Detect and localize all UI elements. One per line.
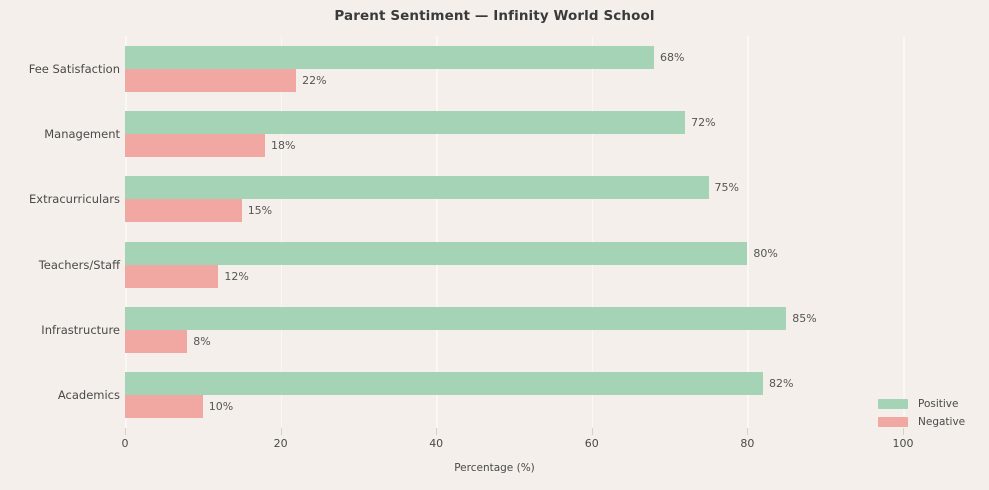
y-axis-label-2: Extracurriculars xyxy=(29,192,120,207)
y-axis-category-labels: Fee Satisfaction Management Extracurricula… xyxy=(0,36,125,428)
bar-value-label: 85% xyxy=(792,312,817,325)
y-axis-label-4: Infrastructure xyxy=(41,323,120,337)
bar-value-label: 22% xyxy=(302,73,327,87)
x-axis-ticks: 0 20 40 60 80 100 xyxy=(121,428,914,458)
bar-group: 72% 18% xyxy=(125,111,903,157)
bar-group: 68% 22% xyxy=(125,45,903,92)
bar-positive[interactable] xyxy=(125,241,748,265)
x-tickmark xyxy=(747,428,749,435)
bar-value-label: 18% xyxy=(271,139,296,152)
x-tick-label: 0 xyxy=(121,437,129,450)
gridline xyxy=(591,36,594,428)
bar-value-label: 75% xyxy=(714,181,739,195)
bar-negative[interactable] xyxy=(125,68,297,92)
bar-positive[interactable] xyxy=(125,111,686,134)
bar-positive[interactable] xyxy=(125,176,709,200)
legend-swatch-positive xyxy=(878,399,908,409)
legend-label: Negative xyxy=(918,416,966,428)
gridline xyxy=(747,36,749,428)
legend-label: Positive xyxy=(918,398,959,410)
bar-negative[interactable] xyxy=(125,199,242,223)
x-tickmark xyxy=(125,428,126,435)
y-axis-label-3: Teachers/Staff xyxy=(38,257,120,272)
x-tickmark xyxy=(903,428,904,435)
x-tick-label: 80 xyxy=(740,437,755,450)
x-tickmark xyxy=(591,428,593,435)
legend-swatch-negative xyxy=(878,417,908,427)
x-tick-label: 100 xyxy=(892,437,914,450)
legend-item-positive[interactable]: Positive xyxy=(878,396,983,412)
legend-item-negative[interactable]: Negative xyxy=(878,414,983,430)
bar-negative[interactable] xyxy=(125,330,188,353)
x-tickmark xyxy=(436,428,438,435)
bar-value-label: 12% xyxy=(224,269,249,283)
x-axis-title: Percentage (%) xyxy=(454,462,535,474)
bar-group: 85% 8% xyxy=(125,307,903,353)
gridline xyxy=(280,36,283,428)
plot-area: 68% 22% 72% 18% 75% 15% 80% 12% 85% 8% 82% 10% xyxy=(125,36,905,428)
bar-value-label: 8% xyxy=(193,335,211,348)
chart-title: Parent Sentiment — Infinity World School xyxy=(334,8,655,24)
bar-negative[interactable] xyxy=(125,134,266,157)
y-axis-label-0: Fee Satisfaction xyxy=(28,61,120,76)
bar-positive[interactable] xyxy=(125,45,655,69)
gridline xyxy=(125,36,127,428)
gridline xyxy=(436,36,438,428)
bar-positive[interactable] xyxy=(125,372,763,396)
bar-value-label: 72% xyxy=(691,116,716,129)
bar-value-label: 80% xyxy=(753,246,778,260)
bar-group: 82% 10% xyxy=(125,372,903,419)
gridline xyxy=(903,36,905,428)
chart-legend: Positive Negative xyxy=(878,396,983,432)
bar-value-label: 68% xyxy=(660,50,685,64)
x-tick-label: 20 xyxy=(273,437,288,450)
x-tick-label: 40 xyxy=(429,437,444,450)
bar-negative[interactable] xyxy=(125,264,219,288)
bar-negative[interactable] xyxy=(125,395,203,419)
y-axis-label-1: Management xyxy=(44,127,120,141)
x-tickmark xyxy=(280,428,282,435)
bar-positive[interactable] xyxy=(125,307,787,330)
x-tick-label: 60 xyxy=(584,437,599,450)
bar-group: 80% 12% xyxy=(125,241,903,288)
bar-group: 75% 15% xyxy=(125,176,903,223)
bar-value-label: 82% xyxy=(768,377,794,391)
bar-value-label: 15% xyxy=(247,204,273,218)
bar-value-label: 10% xyxy=(208,400,234,414)
y-axis-label-5: Academics xyxy=(57,388,120,403)
